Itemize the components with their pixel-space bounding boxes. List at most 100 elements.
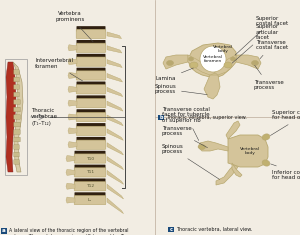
FancyBboxPatch shape <box>14 122 20 127</box>
Polygon shape <box>228 135 268 167</box>
Bar <box>1 228 7 234</box>
FancyBboxPatch shape <box>76 137 106 142</box>
Ellipse shape <box>188 57 194 61</box>
Polygon shape <box>107 157 124 170</box>
Polygon shape <box>68 128 77 134</box>
FancyBboxPatch shape <box>76 82 106 87</box>
FancyBboxPatch shape <box>76 85 106 94</box>
Polygon shape <box>214 55 236 75</box>
FancyBboxPatch shape <box>14 100 20 104</box>
Polygon shape <box>13 62 23 172</box>
Text: Lamina: Lamina <box>155 68 194 82</box>
Text: Transverse
process: Transverse process <box>162 125 208 148</box>
Ellipse shape <box>262 134 270 140</box>
FancyBboxPatch shape <box>76 40 106 45</box>
Polygon shape <box>198 141 228 151</box>
Text: Transverse
process: Transverse process <box>254 65 284 90</box>
FancyBboxPatch shape <box>74 182 106 191</box>
FancyBboxPatch shape <box>76 29 106 39</box>
Polygon shape <box>66 169 75 175</box>
FancyBboxPatch shape <box>14 130 20 134</box>
Polygon shape <box>236 55 261 69</box>
FancyBboxPatch shape <box>76 54 106 59</box>
Polygon shape <box>107 101 123 111</box>
Text: Thoracic vertebra, lateral view.: Thoracic vertebra, lateral view. <box>176 227 252 231</box>
FancyBboxPatch shape <box>74 178 106 184</box>
Ellipse shape <box>199 145 206 149</box>
FancyBboxPatch shape <box>74 196 106 205</box>
FancyBboxPatch shape <box>14 70 19 74</box>
Text: b: b <box>159 115 163 120</box>
FancyBboxPatch shape <box>14 92 19 97</box>
Bar <box>168 227 174 232</box>
Text: Vertebral
body: Vertebral body <box>240 147 260 155</box>
Polygon shape <box>68 114 77 120</box>
Polygon shape <box>188 43 236 77</box>
FancyBboxPatch shape <box>14 115 20 119</box>
Text: Superior
costal facet: Superior costal facet <box>235 16 288 55</box>
Polygon shape <box>204 75 220 99</box>
Text: T11: T11 <box>86 170 94 174</box>
FancyBboxPatch shape <box>76 98 106 108</box>
Text: T10: T10 <box>86 157 94 161</box>
FancyBboxPatch shape <box>76 68 106 73</box>
Text: c: c <box>169 227 172 232</box>
Ellipse shape <box>251 60 259 66</box>
FancyBboxPatch shape <box>76 109 106 115</box>
Text: Intervertebral
foramen: Intervertebral foramen <box>35 58 82 81</box>
Text: Transverse
costal facet: Transverse costal facet <box>256 40 288 59</box>
FancyBboxPatch shape <box>76 112 106 121</box>
FancyBboxPatch shape <box>76 140 106 149</box>
Ellipse shape <box>167 60 173 66</box>
Polygon shape <box>107 198 124 214</box>
FancyBboxPatch shape <box>76 95 106 101</box>
Polygon shape <box>68 86 77 92</box>
Polygon shape <box>68 45 77 51</box>
Text: Vertebra
prominens: Vertebra prominens <box>56 11 93 42</box>
FancyBboxPatch shape <box>14 152 19 157</box>
FancyBboxPatch shape <box>14 107 20 112</box>
Polygon shape <box>68 59 77 65</box>
Polygon shape <box>68 100 77 106</box>
Text: A lateral view of the thoracic region of the vertebral
column. The vertebra prom: A lateral view of the thoracic region of… <box>9 228 128 235</box>
FancyBboxPatch shape <box>14 145 19 149</box>
Bar <box>158 115 164 120</box>
Ellipse shape <box>190 62 198 68</box>
Polygon shape <box>107 143 123 155</box>
Text: L₁: L₁ <box>88 198 92 202</box>
Ellipse shape <box>262 160 270 166</box>
Text: Spinous
process: Spinous process <box>162 144 220 180</box>
Polygon shape <box>66 197 75 203</box>
Polygon shape <box>6 62 16 172</box>
Text: Inferior costal facet
for head of inferior rib: Inferior costal facet for head of inferi… <box>271 164 300 180</box>
FancyBboxPatch shape <box>74 154 106 163</box>
Polygon shape <box>68 72 77 78</box>
FancyBboxPatch shape <box>76 43 106 52</box>
Polygon shape <box>66 183 75 189</box>
FancyBboxPatch shape <box>14 85 19 89</box>
Text: Transverse costal
facet for tubercle
of superior rib: Transverse costal facet for tubercle of … <box>162 107 210 141</box>
Polygon shape <box>226 121 240 139</box>
Text: Vertebral
foramen: Vertebral foramen <box>203 55 223 63</box>
Polygon shape <box>163 55 188 69</box>
FancyBboxPatch shape <box>76 71 106 80</box>
FancyBboxPatch shape <box>76 26 106 32</box>
FancyBboxPatch shape <box>74 168 106 177</box>
Text: Superior costal facet
for head of superior rib: Superior costal facet for head of superi… <box>270 110 300 136</box>
Polygon shape <box>107 184 124 199</box>
Polygon shape <box>107 129 123 140</box>
Text: Thoracic
vertebrae
(T₁–T₁₂): Thoracic vertebrae (T₁–T₁₂) <box>31 108 58 126</box>
Text: Thoracic vertebra, superior view.: Thoracic vertebra, superior view. <box>166 114 247 120</box>
Polygon shape <box>107 87 123 97</box>
Polygon shape <box>107 170 124 184</box>
Text: a: a <box>2 228 6 234</box>
Ellipse shape <box>224 62 232 68</box>
FancyBboxPatch shape <box>14 160 19 164</box>
FancyBboxPatch shape <box>76 57 106 66</box>
FancyBboxPatch shape <box>14 77 19 82</box>
Bar <box>5 59 27 175</box>
Polygon shape <box>107 32 122 39</box>
Circle shape <box>200 46 226 72</box>
FancyBboxPatch shape <box>14 137 20 142</box>
Text: Spinous
process: Spinous process <box>154 84 207 95</box>
